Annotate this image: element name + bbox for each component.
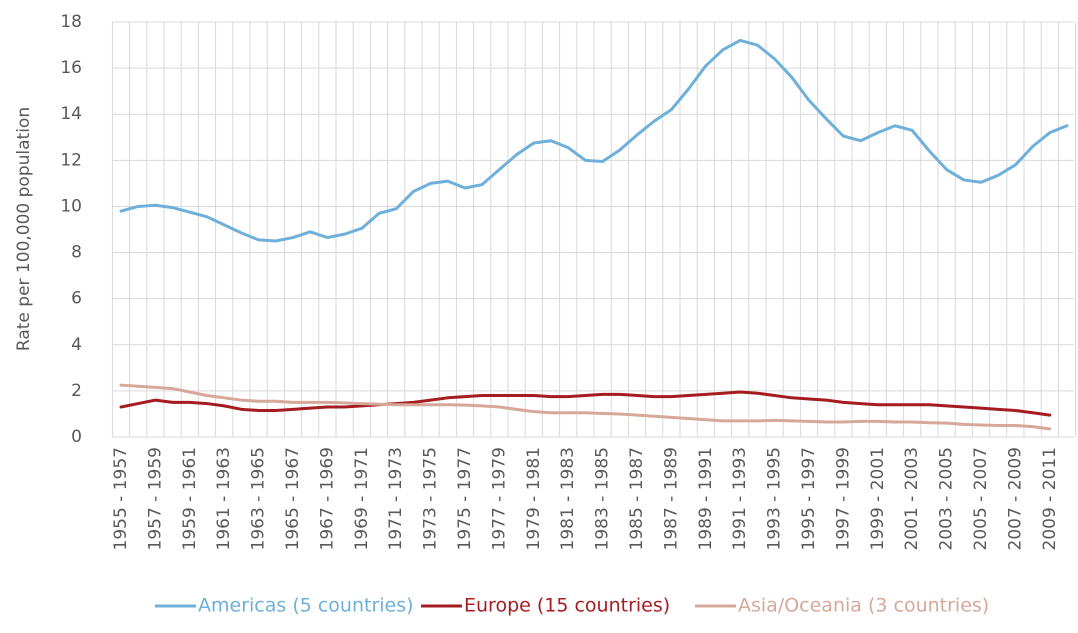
x-tick-label: 1975 - 1977: [455, 447, 475, 550]
y-tick-label: 6: [71, 289, 82, 309]
x-tick-label: 1999 - 2001: [868, 447, 888, 550]
series-line: [119, 390, 1052, 417]
y-tick-label: 12: [60, 150, 82, 170]
y-tick-label: 10: [60, 196, 82, 216]
x-tick-label: 1959 - 1961: [180, 447, 200, 550]
y-tick-label: 16: [60, 58, 82, 78]
x-tick-label: 1981 - 1983: [558, 447, 578, 550]
x-tick-label: 1963 - 1965: [249, 447, 269, 550]
x-tick-label: 1991 - 1993: [730, 447, 750, 550]
x-tick-label: 2001 - 2003: [902, 447, 922, 550]
x-tick-label: 1957 - 1959: [145, 447, 165, 550]
x-tick-label: 1967 - 1969: [317, 447, 337, 550]
x-tick-label: 1985 - 1987: [627, 447, 647, 550]
x-tick-label: 2009 - 2011: [1040, 447, 1060, 550]
x-tick-label: 2003 - 2005: [937, 447, 957, 550]
legend-label: Asia/Oceania (3 countries): [738, 595, 989, 617]
y-tick-label: 8: [71, 243, 82, 263]
x-tick-label: 1995 - 1997: [799, 447, 819, 550]
legend-label: Americas (5 countries): [198, 595, 414, 617]
x-tick-label: 1973 - 1975: [421, 447, 441, 550]
x-tick-label: 1969 - 1971: [352, 447, 372, 550]
y-tick-label: 14: [60, 104, 82, 124]
x-tick-label: 1997 - 1999: [833, 447, 853, 550]
x-tick-label: 2007 - 2009: [1005, 447, 1025, 550]
x-tick-label: 1971 - 1973: [386, 447, 406, 550]
x-tick-label: 1955 - 1957: [111, 447, 131, 550]
y-axis-label: Rate per 100,000 population: [14, 107, 34, 351]
y-tick-label: 4: [71, 335, 82, 355]
series-line: [119, 383, 1052, 431]
y-tick-label: 0: [71, 427, 82, 447]
x-tick-label: 1965 - 1967: [283, 447, 303, 550]
y-tick-label: 18: [60, 12, 82, 32]
x-tick-label: 1961 - 1963: [214, 447, 234, 550]
legend-label: Europe (15 countries): [464, 595, 670, 617]
x-tick-label: 1983 - 1985: [593, 447, 613, 550]
y-tick-label: 2: [71, 381, 82, 401]
series-line: [119, 38, 1069, 243]
x-tick-label: 1977 - 1979: [489, 447, 509, 550]
x-tick-label: 2005 - 2007: [971, 447, 991, 550]
x-tick-label: 1979 - 1981: [524, 447, 544, 550]
x-tick-label: 1987 - 1989: [661, 447, 681, 550]
x-tick-label: 1993 - 1995: [765, 447, 785, 550]
x-tick-label: 1989 - 1991: [696, 447, 716, 550]
